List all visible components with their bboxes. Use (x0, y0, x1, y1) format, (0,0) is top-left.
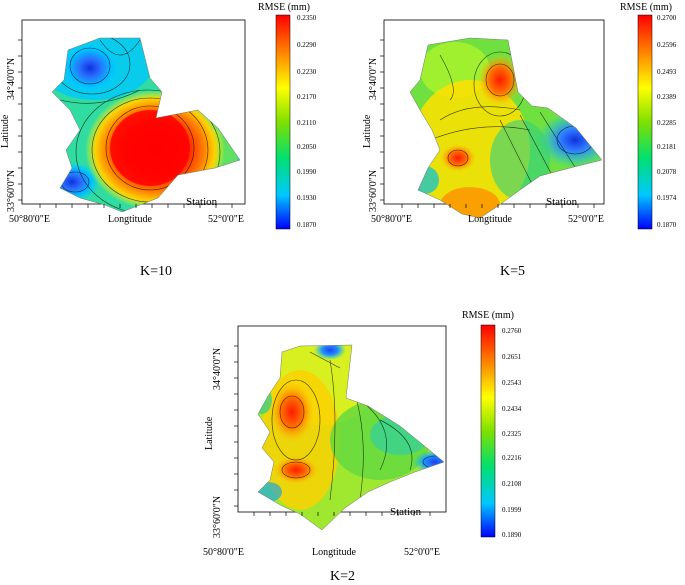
colorbar-tick: 0.2543 (502, 379, 522, 387)
y-axis-label: Latitude (204, 416, 215, 450)
colorbar-ticks: 0.2760 0.2651 0.2543 0.2434 0.2325 0.221… (502, 327, 522, 539)
colorbar-tick: 0.2285 (657, 119, 677, 127)
y-tick-label-top: 34°40'0"N (368, 58, 379, 100)
colorbar-tick: 0.2493 (657, 68, 677, 76)
ticks (380, 39, 595, 208)
panel-caption: K=10 (140, 264, 172, 279)
colorbar-ticks: 0.2350 0.2290 0.2230 0.2170 0.2110 0.205… (297, 14, 317, 229)
colorbar-tick: 0.1999 (502, 506, 522, 514)
colorbar-tick: 0.1990 (297, 168, 317, 176)
panel-k10: Station 50°80'0"E 52°0'0"E Longtitude 34… (0, 2, 317, 279)
colorbar-ticks: 0.2700 0.2596 0.2493 0.2389 0.2285 0.218… (657, 14, 677, 229)
colorbar-tick: 0.2596 (657, 41, 677, 49)
y-tick-label-bottom: 33°60'0"N (6, 170, 17, 212)
ticks (18, 39, 233, 208)
colorbar-title: RMSE (mm) (620, 2, 672, 13)
y-axis-label: Latitude (0, 114, 11, 148)
station-label: Station (390, 506, 422, 518)
colorbar-tick: 0.1890 (502, 531, 522, 539)
colorbar-tick: 0.2700 (657, 14, 677, 22)
heatmap-field (52, 38, 240, 212)
x-tick-label-right: 52°0'0"E (568, 214, 604, 225)
colorbar-tick: 0.2230 (297, 68, 317, 76)
colorbar-tick: 0.2651 (502, 353, 522, 361)
colorbar-tick: 0.1974 (657, 194, 677, 202)
colorbar-tick: 0.2389 (657, 93, 677, 101)
colorbar (275, 14, 291, 230)
colorbar-tick: 0.1870 (657, 221, 677, 229)
x-tick-label-left: 50°80'0"E (203, 547, 244, 558)
panel-caption: K=2 (330, 569, 355, 584)
colorbar-tick: 0.2110 (297, 119, 316, 127)
x-tick-label-left: 50°80'0"E (9, 214, 50, 225)
map-frame (237, 325, 447, 513)
ticks (234, 345, 431, 516)
y-tick-label-top: 34°40'0"N (6, 58, 17, 100)
x-axis-label: Longtitude (312, 547, 356, 558)
x-tick-label-left: 50°80'0"E (371, 214, 412, 225)
panel-k2: Station 50°80'0"E 52°0'0"E Longtitude 34… (203, 310, 522, 584)
colorbar-tick: 0.2760 (502, 327, 522, 335)
y-tick-label-top: 34°40'0"N (212, 348, 223, 390)
colorbar-tick: 0.2325 (502, 430, 522, 438)
colorbar-tick: 0.2181 (657, 143, 677, 151)
heatmap-field (410, 38, 602, 218)
colorbar (480, 324, 496, 538)
x-axis-label: Longtitude (468, 214, 512, 225)
colorbar (637, 14, 653, 230)
colorbar-tick: 0.2290 (297, 41, 317, 49)
colorbar-tick: 0.2050 (297, 143, 317, 151)
station-label: Station (186, 196, 218, 208)
y-tick-label-bottom: 33°60'0"N (212, 496, 223, 538)
colorbar-tick: 0.2434 (502, 405, 522, 413)
colorbar-tick: 0.2078 (657, 168, 677, 176)
x-tick-label-right: 52°0'0"E (404, 547, 440, 558)
colorbar-tick: 0.2350 (297, 14, 317, 22)
y-axis-label: Latitude (362, 114, 373, 148)
panel-k5: Station 50°80'0"E 52°0'0"E Longtitude 34… (362, 2, 677, 279)
y-tick-label-bottom: 33°60'0"N (368, 170, 379, 212)
x-tick-label-right: 52°0'0"E (208, 214, 244, 225)
station-label: Station (546, 196, 578, 208)
panel-caption: K=5 (500, 264, 525, 279)
colorbar-title: RMSE (mm) (462, 310, 514, 321)
colorbar-tick: 0.1870 (297, 221, 317, 229)
colorbar-tick: 0.2108 (502, 480, 522, 488)
colorbar-tick: 0.2170 (297, 93, 317, 101)
colorbar-tick: 0.2216 (502, 454, 522, 462)
x-axis-label: Longtitude (108, 214, 152, 225)
colorbar-title: RMSE (mm) (258, 2, 310, 13)
colorbar-tick: 0.1930 (297, 194, 317, 202)
